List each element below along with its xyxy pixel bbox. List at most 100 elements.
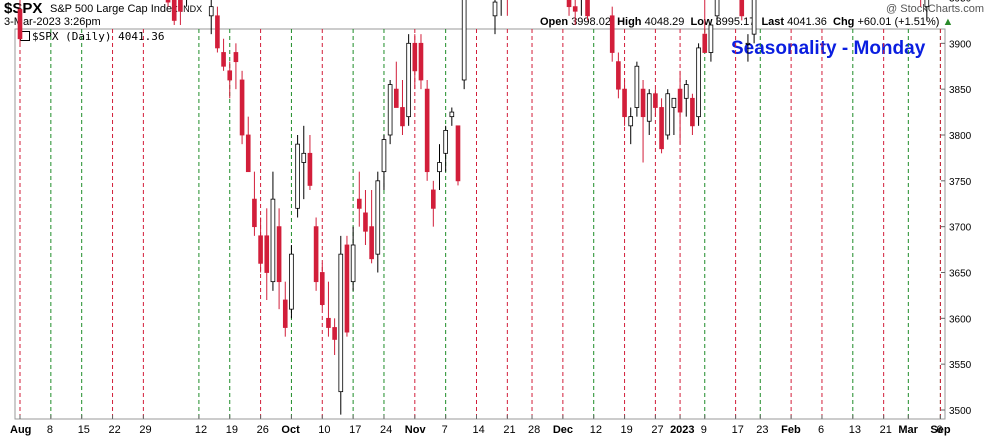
candle-body [628, 116, 634, 127]
candle-body [431, 189, 436, 209]
candle-body [208, 6, 214, 17]
candle-body [653, 93, 658, 108]
candle-body [400, 107, 405, 127]
candle-body [696, 47, 701, 118]
high-label: High [617, 16, 642, 28]
candle-body [406, 42, 411, 118]
candle-body [381, 139, 387, 173]
y-tick-label: 3800 [949, 131, 972, 142]
candle-body [270, 198, 276, 283]
chg-value: +60.01 (+1.51%) [857, 16, 940, 28]
candle-body [252, 198, 257, 228]
candle-body [461, 0, 467, 81]
x-tick-label: 23 [756, 424, 768, 436]
candle-body [307, 152, 313, 186]
x-tick-label: 12 [590, 424, 602, 436]
candle-body [443, 130, 448, 154]
candle-body [412, 42, 418, 72]
candle-body [424, 88, 430, 173]
candle-body [739, 0, 745, 17]
x-tick-label: 6 [936, 424, 942, 436]
x-tick-label: 29 [139, 424, 151, 436]
candle-body [492, 1, 498, 17]
last-label: Last [761, 16, 785, 28]
candle-body [344, 244, 350, 333]
candle-body [178, 0, 183, 12]
candle-body [239, 79, 245, 136]
x-tick-label: 22 [109, 424, 121, 436]
candle-body [671, 97, 677, 108]
candle-body [356, 198, 362, 209]
candle-body [622, 88, 627, 118]
x-tick-label: 19 [621, 424, 633, 436]
candle-body [702, 33, 708, 53]
candle-body [609, 15, 615, 53]
candle-body [449, 111, 455, 118]
candle-body [326, 317, 331, 328]
legend-text: $SPX (Daily) 4041.36 [32, 30, 165, 43]
candle-body [437, 162, 442, 173]
x-tick-label: 21 [503, 424, 515, 436]
candle-body [387, 84, 393, 136]
candle-body [301, 152, 307, 163]
candle-body [289, 253, 294, 310]
candle-body [245, 134, 251, 173]
instrument-name-text: S&P 500 Large Cap Index [50, 3, 178, 15]
candle-body [17, 9, 23, 40]
candle-body [215, 15, 220, 49]
x-tick-label: 17 [732, 424, 744, 436]
x-tick-label: Aug [10, 424, 31, 436]
x-tick-label: 14 [473, 424, 485, 436]
exchange-label: INDX [180, 4, 203, 14]
x-tick-label: Oct [281, 424, 300, 436]
candle-body [338, 253, 344, 393]
candle-body [375, 180, 381, 255]
candle-body [313, 226, 319, 283]
low-label: Low [690, 16, 713, 28]
y-tick-label: 3700 [949, 223, 972, 234]
candle-body [276, 226, 282, 283]
x-tick-label: 28 [528, 424, 540, 436]
x-tick-label: 7 [442, 424, 448, 436]
y-axis: 3500 3550 3600 3650 3700 3750 3800 3850 3900 3950… [941, 0, 972, 417]
candle-body [455, 125, 461, 182]
candle-body [677, 88, 683, 113]
x-tick-label: 8 [47, 424, 53, 436]
candle-body [393, 88, 399, 108]
open-label: Open [540, 16, 569, 28]
timestamp-label: 3-Mar-2023 3:26pm [4, 16, 101, 28]
x-tick-label: Feb [781, 424, 801, 436]
last-value: 4041.36 [787, 16, 827, 28]
y-tick-label: 3500 [949, 406, 972, 417]
x-tick-label: 26 [257, 424, 269, 436]
candle-body [708, 24, 714, 53]
candle-body [295, 143, 300, 209]
x-tick-label: Mar [898, 424, 918, 436]
candle-body [319, 272, 325, 305]
low-value: 3995.17 [715, 16, 756, 28]
candle-body [350, 244, 356, 283]
candle-body [634, 65, 640, 108]
candle-body [165, 0, 171, 3]
plot-frame [14, 28, 946, 420]
open-value: 3998.02 [571, 16, 611, 28]
candle-body [745, 42, 751, 45]
seasonality-annotation: Seasonality - Monday [731, 38, 926, 59]
candle-body [665, 93, 671, 136]
y-tick-label: 3900 [949, 39, 972, 50]
candle-body [233, 52, 239, 63]
candle-body [258, 235, 263, 264]
candle-body [751, 0, 757, 35]
candles [17, 0, 930, 415]
candle-body [585, 0, 590, 17]
candle-body [332, 327, 337, 340]
candle-body [282, 299, 288, 328]
y-tick-label: 3550 [949, 360, 972, 371]
candle-body [646, 93, 652, 122]
x-tick-label: 13 [849, 424, 861, 436]
y-tick-label: 3950 [949, 0, 972, 4]
x-tick-label: 19 [226, 424, 238, 436]
x-axis: Aug 8 15 22 29 Sep 12 19 26 Oct 10 17 24 Nov 7 14 21 28 De… [10, 415, 951, 436]
candle-body [363, 212, 368, 232]
